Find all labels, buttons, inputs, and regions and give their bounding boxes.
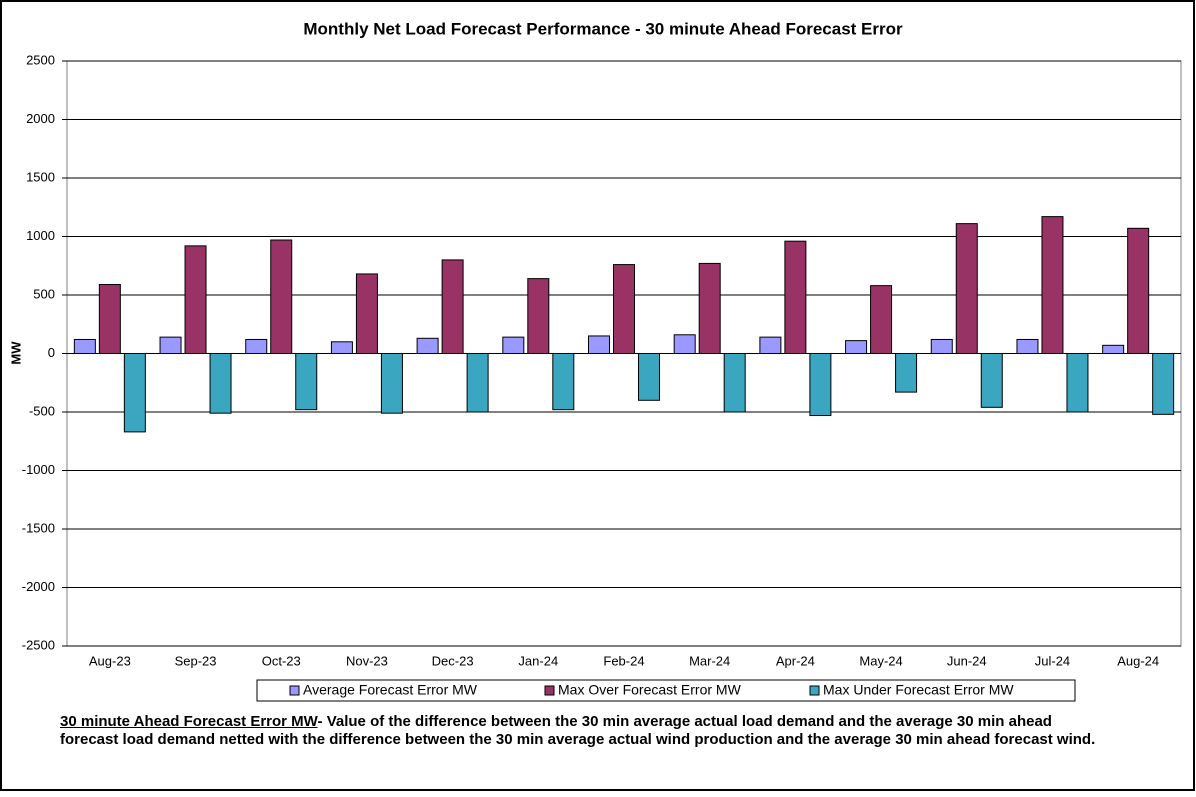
bar: [416, 337, 439, 355]
bar: [527, 278, 550, 354]
y-tick-label: 2000: [26, 111, 55, 126]
legend-swatch: [809, 685, 820, 696]
bar: [1102, 344, 1125, 354]
bar: [123, 353, 146, 433]
y-tick-label: 1500: [26, 169, 55, 184]
x-tick-label: Oct-23: [262, 653, 301, 668]
bar: [295, 353, 318, 411]
y-tick-label: 2500: [26, 52, 55, 67]
legend-label: Max Over Forecast Error MW: [558, 682, 742, 698]
bar: [1041, 216, 1064, 354]
bar: [552, 353, 575, 411]
x-tick-label: Mar-24: [689, 653, 730, 668]
y-tick-label: -2500: [22, 637, 55, 652]
footnote-term: 30 minute Ahead Forecast Error MW: [60, 713, 318, 730]
bar: [73, 338, 96, 354]
y-tick-label: -1000: [22, 462, 55, 477]
chart-title: Monthly Net Load Forecast Performance - …: [303, 19, 903, 38]
bar: [870, 285, 893, 355]
bar: [1152, 353, 1175, 415]
legend-label: Max Under Forecast Error MW: [823, 682, 1014, 698]
bar: [330, 341, 353, 354]
bar: [809, 353, 832, 417]
bar: [98, 283, 121, 354]
bar: [270, 239, 293, 354]
bar: [955, 223, 978, 354]
legend-swatch: [544, 685, 555, 696]
y-tick-label: -1500: [22, 520, 55, 535]
x-tick-label: Jan-24: [518, 653, 558, 668]
x-tick-label: Apr-24: [776, 653, 815, 668]
bar: [613, 264, 635, 354]
bar: [355, 273, 378, 354]
x-tick-label: Dec-23: [432, 653, 474, 668]
x-tick-label: Aug-23: [89, 653, 131, 668]
bar: [1066, 353, 1089, 413]
legend-label: Average Forecast Error MW: [303, 682, 478, 698]
bar: [466, 353, 489, 413]
y-tick-label: 500: [33, 286, 55, 301]
x-tick-label: Jun-24: [947, 653, 987, 668]
legend-swatch: [289, 685, 300, 696]
x-tick-label: Jul-24: [1035, 653, 1070, 668]
footnote-text: - Value of the difference between the 30…: [60, 713, 1096, 748]
bar: [980, 353, 1003, 408]
bar: [1016, 338, 1039, 354]
y-tick-label: -2000: [22, 579, 55, 594]
bar: [784, 240, 807, 354]
bar: [723, 353, 746, 413]
bar: [588, 335, 610, 355]
bar: [845, 340, 868, 355]
y-axis-label: MW: [8, 341, 23, 365]
bar: [930, 338, 953, 354]
x-tick-label: May-24: [859, 653, 902, 668]
bar: [380, 353, 403, 414]
bar: [245, 338, 268, 354]
x-tick-label: Feb-24: [603, 653, 644, 668]
bar: [184, 245, 207, 354]
x-tick-label: Aug-24: [1117, 653, 1159, 668]
bar: [502, 336, 525, 354]
bar: [159, 336, 182, 354]
footnote: 30 minute Ahead Forecast Error MW- Value…: [60, 713, 1100, 749]
x-tick-label: Sep-23: [175, 653, 217, 668]
bar: [895, 353, 918, 393]
bar: [759, 336, 782, 354]
y-tick-label: 0: [48, 345, 55, 360]
y-tick-label: -500: [29, 403, 55, 418]
bar: [1127, 227, 1150, 354]
bar: [673, 334, 696, 354]
legend-box: [256, 679, 1076, 702]
x-tick-label: Nov-23: [346, 653, 388, 668]
bar: [698, 262, 721, 354]
bar: [638, 353, 660, 401]
y-tick-label: 1000: [26, 228, 55, 243]
bar: [441, 259, 464, 354]
bar: [209, 353, 232, 414]
